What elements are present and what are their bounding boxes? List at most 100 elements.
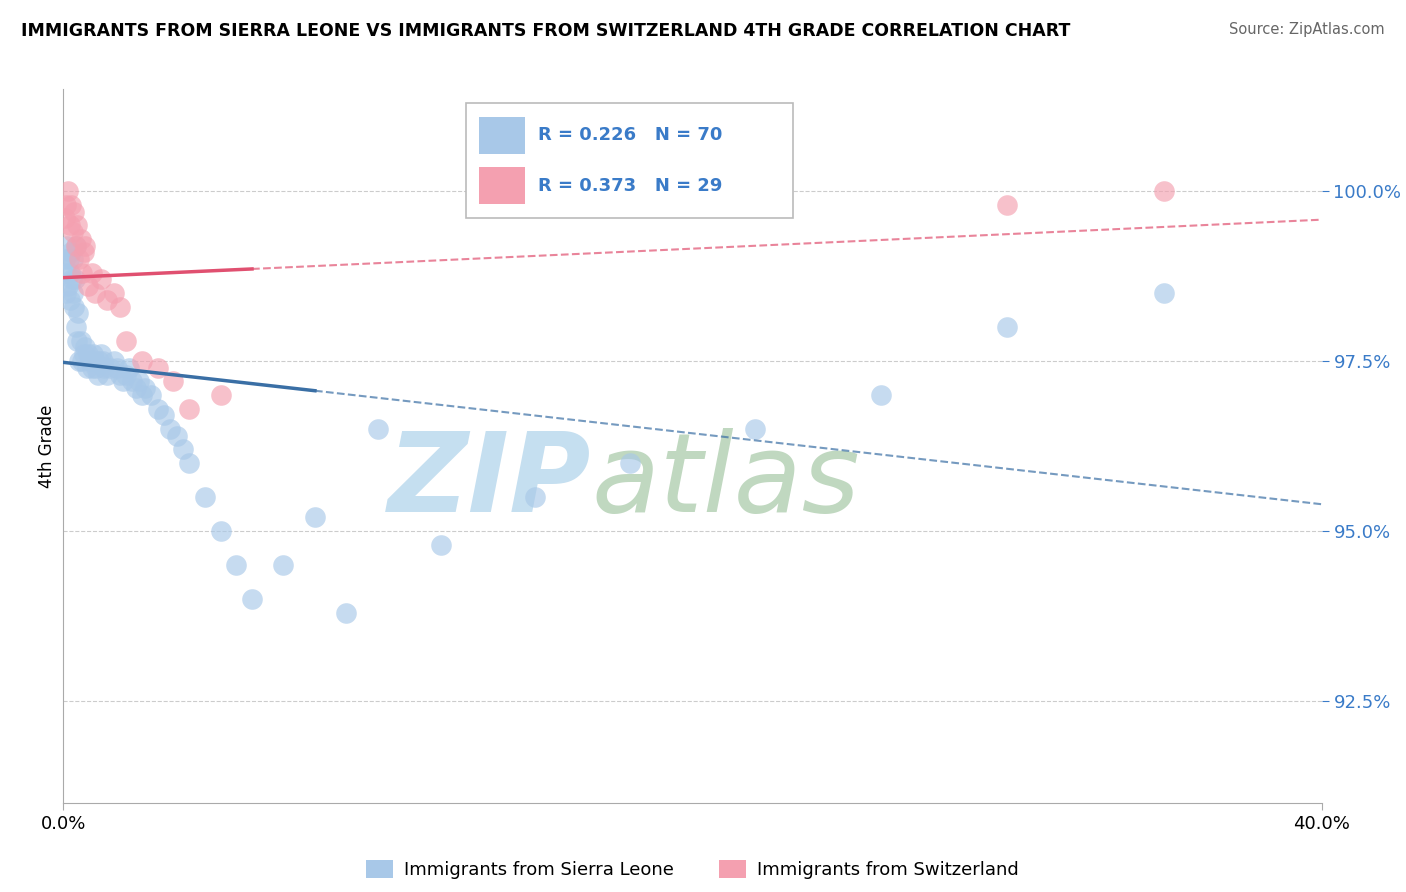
Point [124,381,146,395]
Point [108,300,131,314]
Point [273,558,295,572]
Point [62,252,84,266]
Point [96,293,118,307]
Point [172,442,194,457]
Point [73,347,96,361]
Point [83,286,105,301]
Point [146,401,169,416]
Point [75,238,97,252]
Point [225,558,247,572]
Text: ZIP: ZIP [388,428,592,535]
Point [55,198,77,212]
Point [1153,184,1175,198]
Point [53,252,76,266]
Point [159,422,181,436]
Point [65,272,87,286]
Point [96,368,118,382]
Point [304,510,326,524]
Point [524,490,547,504]
Point [80,266,103,280]
Point [134,381,156,395]
Point [53,211,76,226]
Point [55,286,77,301]
Point [131,354,153,368]
Point [162,375,184,389]
Point [240,591,263,606]
Point [179,401,201,416]
Point [55,266,77,280]
Point [62,225,84,239]
Point [56,238,79,252]
Text: Source: ZipAtlas.com: Source: ZipAtlas.com [1229,22,1385,37]
Text: atlas: atlas [592,428,860,535]
Point [103,354,125,368]
Point [121,375,143,389]
Point [430,537,453,551]
Point [995,198,1018,212]
Point [63,204,86,219]
Point [60,198,83,212]
Point [70,354,93,368]
Point [995,320,1018,334]
Point [75,341,97,355]
Point [153,409,176,423]
Point [179,456,201,470]
Point [83,354,105,368]
Point [66,334,89,348]
Point [115,368,138,382]
Point [209,524,232,538]
Point [84,360,107,375]
Point [76,360,98,375]
Point [58,218,80,232]
Point [58,293,80,307]
Point [90,272,112,286]
Legend: Immigrants from Sierra Leone, Immigrants from Switzerland: Immigrants from Sierra Leone, Immigrants… [359,853,1026,887]
Point [146,360,169,375]
Point [91,354,114,368]
Point [56,279,79,293]
Point [65,238,87,252]
Point [1153,286,1175,301]
Point [66,218,89,232]
Point [67,306,90,320]
Point [70,266,93,280]
Point [103,286,125,301]
Point [79,354,101,368]
Point [82,347,104,361]
Point [62,286,84,301]
Point [141,388,163,402]
Point [93,360,115,375]
Point [89,354,111,368]
Point [73,245,96,260]
Point [367,422,389,436]
Point [60,245,83,260]
Point [128,375,150,389]
Y-axis label: 4th Grade: 4th Grade [38,404,56,488]
Point [80,360,103,375]
Point [67,354,90,368]
Point [87,368,110,382]
Point [67,252,90,266]
Point [209,388,232,402]
Point [60,272,83,286]
Point [69,334,91,348]
Point [69,232,91,246]
Point [65,238,87,252]
Point [744,422,766,436]
Point [90,347,112,361]
Point [108,368,131,382]
Point [115,334,138,348]
Point [335,606,357,620]
Point [105,360,128,375]
Point [118,360,141,375]
Point [131,388,153,402]
Point [59,266,82,280]
Point [112,375,135,389]
Point [77,279,100,293]
Point [63,300,86,314]
Point [870,388,893,402]
Point [65,320,87,334]
Point [166,429,188,443]
Point [619,456,641,470]
Point [58,252,80,266]
